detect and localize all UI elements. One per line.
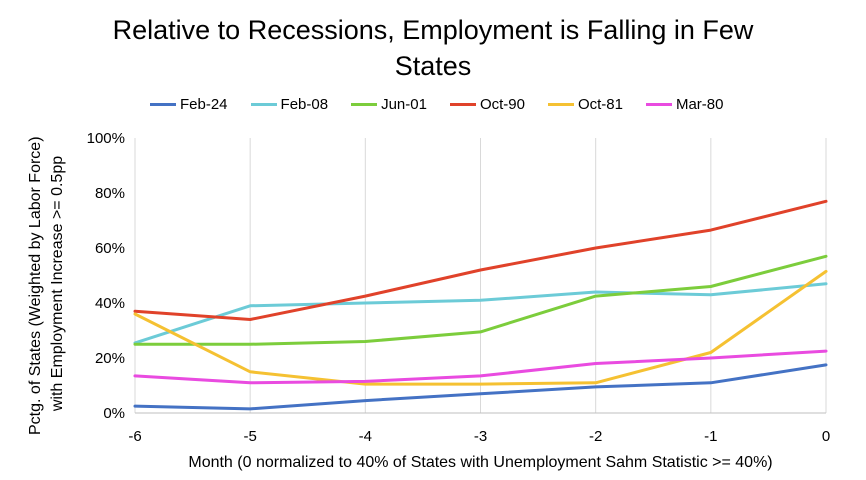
legend-label: Jun-01 [381, 95, 427, 113]
y-tick-label: 0% [103, 405, 125, 422]
series-line-feb-08 [133, 282, 828, 345]
legend-label: Feb-24 [180, 95, 228, 113]
y-tick-label: 100% [87, 130, 125, 147]
gridlines [134, 138, 827, 413]
y-axis-title: Pctg. of States (Weighted by Labor Force… [27, 132, 66, 435]
y-axis-title-line-2: with Employment Increase >= 0.5pp [49, 156, 66, 412]
series-line-oct-81 [133, 269, 828, 386]
legend-swatch [150, 102, 176, 106]
chart-title-line-1: Relative to Recessions, Employment is Fa… [112, 15, 754, 45]
legend-item-jun-01: Jun-01 [351, 93, 427, 115]
legend-item-mar-80: Mar-80 [645, 93, 724, 115]
y-axis-title-line-1: Pctg. of States (Weighted by Labor Force… [27, 136, 44, 435]
chart-title-line-2: States [394, 51, 472, 81]
x-tick-label: -1 [704, 428, 717, 445]
legend-item-oct-81: Oct-81 [547, 93, 623, 115]
legend-item-feb-08: Feb-08 [250, 93, 329, 115]
x-axis-title: Month (0 normalized to 40% of States wit… [188, 454, 772, 471]
y-axis-ticks: 0% 20% 40% 60% 80% 100% [87, 130, 125, 422]
series-line-feb-24 [133, 363, 828, 411]
chart-title: Relative to Recessions, Employment is Fa… [0, 12, 866, 84]
series-layer [133, 199, 828, 411]
y-tick-label: 40% [95, 295, 125, 312]
legend-swatch [351, 102, 378, 106]
legend-swatch [645, 102, 672, 106]
x-tick-label: -6 [128, 428, 141, 445]
series-line-mar-80 [133, 349, 828, 385]
y-tick-label: 20% [95, 350, 125, 367]
x-tick-label: -5 [243, 428, 256, 445]
legend-swatch [250, 102, 277, 106]
series-line-jun-01 [133, 254, 828, 346]
legend-label: Oct-90 [479, 95, 525, 113]
legend-item-feb-24: Feb-24 [150, 93, 228, 115]
series-line-oct-90 [133, 199, 828, 321]
legend: Feb-24 Feb-08 Jun-01 Oct-90 Oct-81 Mar-8… [150, 93, 770, 115]
x-tick-label: -3 [474, 428, 487, 445]
x-tick-label: 0 [822, 428, 830, 445]
x-tick-label: -2 [589, 428, 602, 445]
y-tick-label: 60% [95, 240, 125, 257]
legend-swatch [547, 102, 574, 106]
x-tick-label: -4 [359, 428, 372, 445]
legend-item-oct-90: Oct-90 [449, 93, 525, 115]
y-tick-label: 80% [95, 185, 125, 202]
legend-label: Feb-08 [280, 95, 329, 113]
x-axis-ticks: -6 -5 -4 -3 -2 -1 0 [128, 428, 830, 445]
legend-label: Oct-81 [577, 95, 623, 113]
legend-swatch [449, 102, 476, 106]
legend-label: Mar-80 [675, 95, 724, 113]
